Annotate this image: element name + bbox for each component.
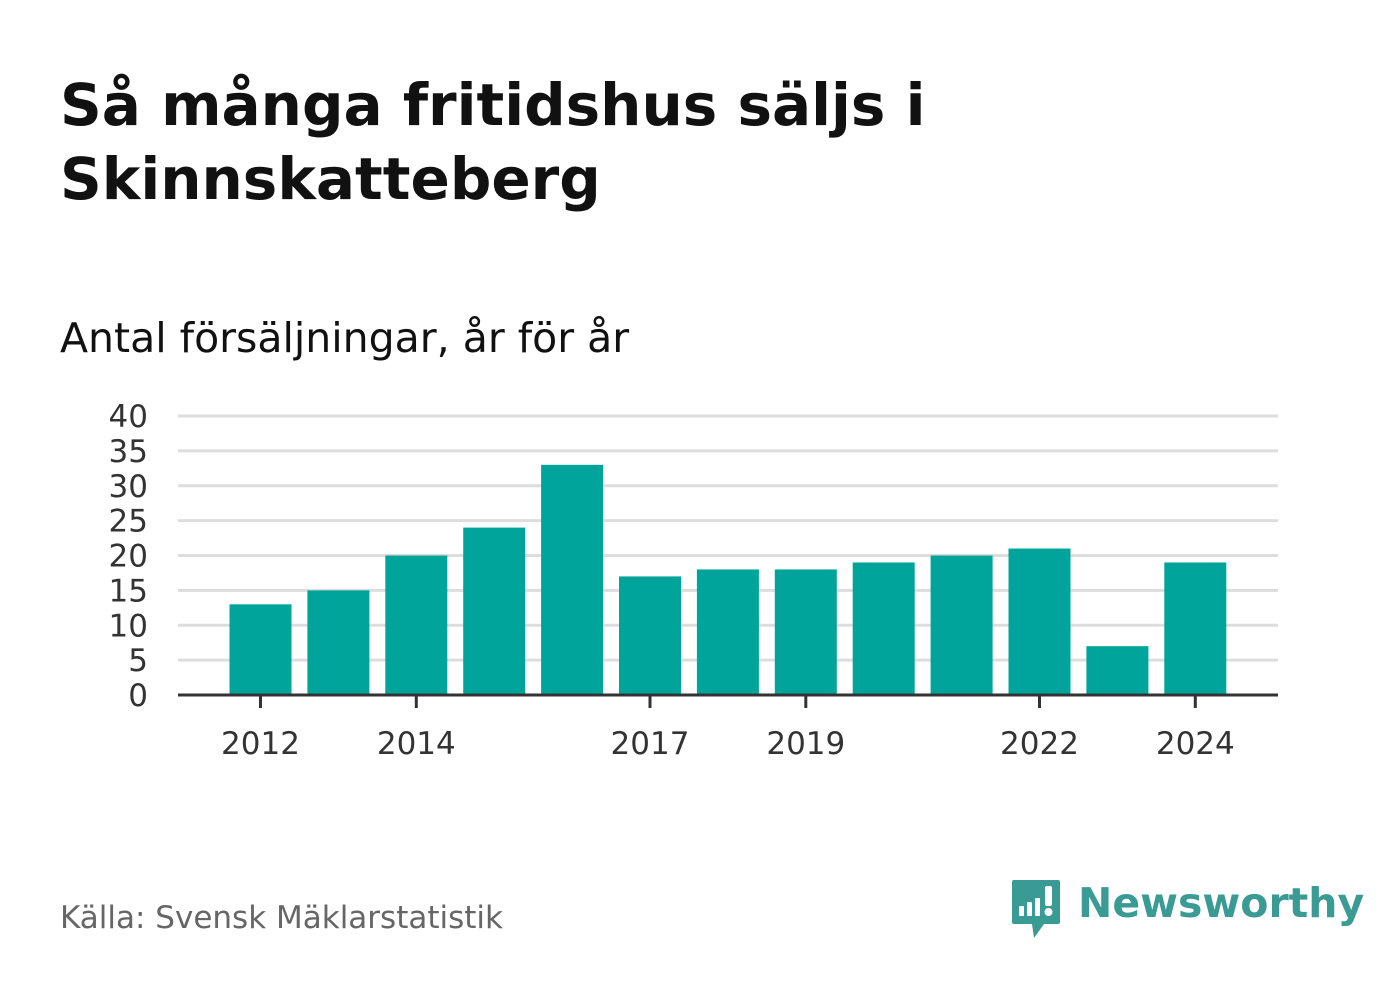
- bar: [541, 464, 604, 695]
- bar: [930, 555, 993, 695]
- source-note: Källa: Svensk Mäklarstatistik: [60, 900, 503, 936]
- x-tick-label: 2014: [377, 726, 456, 762]
- y-tick-label: 0: [128, 678, 148, 714]
- x-axis-tick-labels: 2012 2014 2017 2019 2022 2024: [221, 726, 1235, 762]
- bar: [774, 569, 837, 695]
- bar: [1086, 646, 1149, 695]
- bar: [463, 527, 526, 695]
- x-axis: [178, 693, 1278, 708]
- bar: [385, 555, 448, 695]
- y-tick-label: 30: [109, 469, 148, 505]
- bars: [229, 464, 1227, 695]
- y-tick-label: 10: [109, 608, 148, 644]
- brand-name: Newsworthy: [1078, 879, 1365, 927]
- bar-chart-speech-bubble-icon: [1012, 880, 1060, 938]
- x-tick-label: 2012: [221, 726, 300, 762]
- bar: [852, 562, 915, 695]
- y-tick-label: 35: [109, 434, 148, 470]
- brand-logo[interactable]: Newsworthy: [1010, 878, 1364, 942]
- y-tick-label: 25: [109, 504, 148, 540]
- bar: [307, 590, 370, 695]
- x-tick-label: 2022: [1000, 726, 1079, 762]
- y-tick-label: 20: [109, 539, 148, 575]
- x-tick-label: 2019: [766, 726, 845, 762]
- y-tick-label: 15: [109, 573, 148, 609]
- y-tick-label: 40: [109, 399, 148, 435]
- chart-title: Så många fritidshus säljs i Skinnskatteb…: [60, 71, 926, 213]
- bar: [1008, 548, 1071, 695]
- x-tick-label: 2024: [1156, 726, 1235, 762]
- x-tick-label: 2017: [611, 726, 690, 762]
- chart-subtitle: Antal försäljningar, år för år: [60, 314, 630, 362]
- bar: [619, 576, 681, 695]
- bar: [696, 569, 759, 695]
- bar: [229, 604, 292, 695]
- y-tick-label: 5: [128, 643, 148, 679]
- bar: [1164, 562, 1227, 695]
